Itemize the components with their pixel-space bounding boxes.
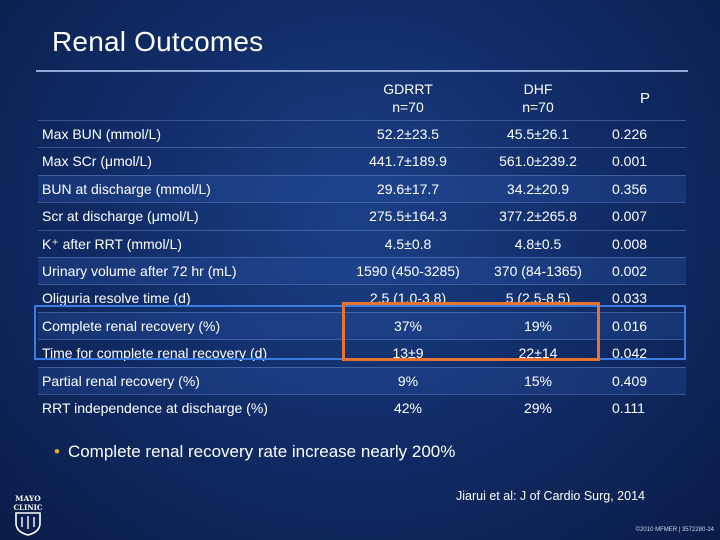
table-row: Scr at discharge (μmol/L) 275.5±164.3 37… — [38, 202, 686, 229]
table-row: RRT independence at discharge (%) 42% 29… — [38, 393, 686, 421]
cell-gdrrt: 1590 (450-3285) — [356, 262, 460, 279]
cell-p: 0.001 — [612, 153, 648, 170]
bullet-icon: • — [54, 442, 60, 461]
table-row: Max SCr (μmol/L) 441.7±189.9 561.0±239.2… — [38, 147, 686, 174]
header-gdrrt-name: GDRRT — [383, 81, 433, 97]
cell-p: 0.356 — [612, 180, 648, 197]
row-label: K⁺ after RRT (mmol/L) — [42, 235, 182, 252]
cell-dhf: 29% — [523, 399, 553, 416]
title-divider — [36, 70, 688, 72]
cell-gdrrt: 4.5±0.8 — [384, 235, 432, 252]
row-label: Time for complete renal recovery (d) — [42, 345, 268, 362]
row-label: Oliguria resolve time (d) — [42, 290, 191, 307]
cell-gdrrt: 37% — [393, 317, 423, 334]
row-label: Max SCr (μmol/L) — [42, 153, 152, 170]
table-row: BUN at discharge (mmol/L) 29.6±17.7 34.2… — [38, 174, 686, 203]
row-label: BUN at discharge (mmol/L) — [42, 180, 211, 197]
svg-text:CLINIC: CLINIC — [13, 503, 42, 512]
row-label: Complete renal recovery (%) — [42, 317, 221, 334]
table-row: Oliguria resolve time (d) 2.5 (1.0-3.8) … — [38, 284, 686, 311]
cell-p: 0.007 — [612, 208, 648, 225]
header-p: P — [639, 90, 650, 107]
cell-dhf: 561.0±239.2 — [499, 153, 577, 170]
cell-gdrrt: 2.5 (1.0-3.8) — [369, 290, 447, 307]
header-dhf: DHF n=70 — [478, 80, 598, 116]
slide-title: Renal Outcomes — [52, 26, 264, 57]
cell-gdrrt: 29.6±17.7 — [376, 180, 440, 197]
outcomes-table: GDRRT n=70 DHF n=70 P Max BUN (mmol/L) 5… — [38, 76, 686, 421]
cell-dhf: 34.2±20.9 — [506, 180, 570, 197]
table-row: Max BUN (mmol/L) 52.2±23.5 45.5±26.1 0.2… — [38, 120, 686, 147]
header-gdrrt-n: n=70 — [392, 99, 424, 115]
table-row: Partial renal recovery (%) 9% 15% 0.409 — [38, 366, 686, 394]
cell-dhf: 4.8±0.5 — [514, 235, 562, 252]
cell-gdrrt: 441.7±189.9 — [369, 153, 447, 170]
row-label: RRT independence at discharge (%) — [42, 399, 268, 416]
cell-dhf: 5 (2.5-8.5) — [505, 290, 571, 307]
row-label: Urinary volume after 72 hr (mL) — [42, 262, 237, 279]
cell-gdrrt: 52.2±23.5 — [376, 126, 440, 142]
table-row: Urinary volume after 72 hr (mL) 1590 (45… — [38, 256, 686, 285]
table-header: GDRRT n=70 DHF n=70 P — [38, 76, 686, 120]
cell-p: 0.409 — [612, 372, 648, 389]
row-label: Max BUN (mmol/L) — [42, 126, 162, 142]
cell-dhf: 19% — [523, 317, 553, 334]
table-row: Complete renal recovery (%) 37% 19% 0.01… — [38, 311, 686, 340]
header-dhf-n: n=70 — [522, 99, 554, 115]
cell-p: 0.042 — [612, 345, 648, 362]
row-label: Scr at discharge (μmol/L) — [42, 208, 199, 225]
cell-dhf: 22±14 — [518, 345, 558, 362]
row-label: Partial renal recovery (%) — [42, 372, 200, 389]
cell-p: 0.033 — [612, 290, 648, 307]
cell-gdrrt: 9% — [397, 372, 419, 389]
cell-gdrrt: 275.5±164.3 — [369, 208, 447, 225]
header-dhf-name: DHF — [523, 81, 553, 97]
cell-p: 0.002 — [612, 262, 648, 279]
svg-text:MAYO: MAYO — [15, 494, 41, 503]
cell-p: 0.008 — [612, 235, 648, 252]
cell-dhf: 45.5±26.1 — [506, 126, 570, 142]
key-finding-bullet: • Complete renal recovery rate increase n… — [54, 442, 455, 462]
bullet-text: Complete renal recovery rate increase ne… — [67, 442, 456, 461]
citation: Jiarui et al: J of Cardio Surg, 2014 — [456, 489, 645, 503]
cell-dhf: 377.2±265.8 — [499, 208, 577, 225]
cell-p: 0.111 — [612, 399, 645, 416]
table-row: Time for complete renal recovery (d) 13±… — [38, 339, 686, 366]
cell-dhf: 15% — [523, 372, 553, 389]
cell-p: 0.016 — [612, 317, 648, 334]
cell-gdrrt: 13±9 — [392, 345, 424, 362]
cell-gdrrt: 42% — [393, 399, 423, 416]
cell-p: 0.226 — [612, 126, 648, 142]
table-row: K⁺ after RRT (mmol/L) 4.5±0.8 4.8±0.5 0.… — [38, 229, 686, 257]
cell-dhf: 370 (84-1365) — [494, 262, 582, 279]
header-gdrrt: GDRRT n=70 — [340, 80, 476, 116]
footer-code: ©2010 MFMER | 3572280-24 — [635, 527, 714, 533]
mayo-clinic-logo-icon: MAYO CLINIC — [13, 494, 43, 536]
